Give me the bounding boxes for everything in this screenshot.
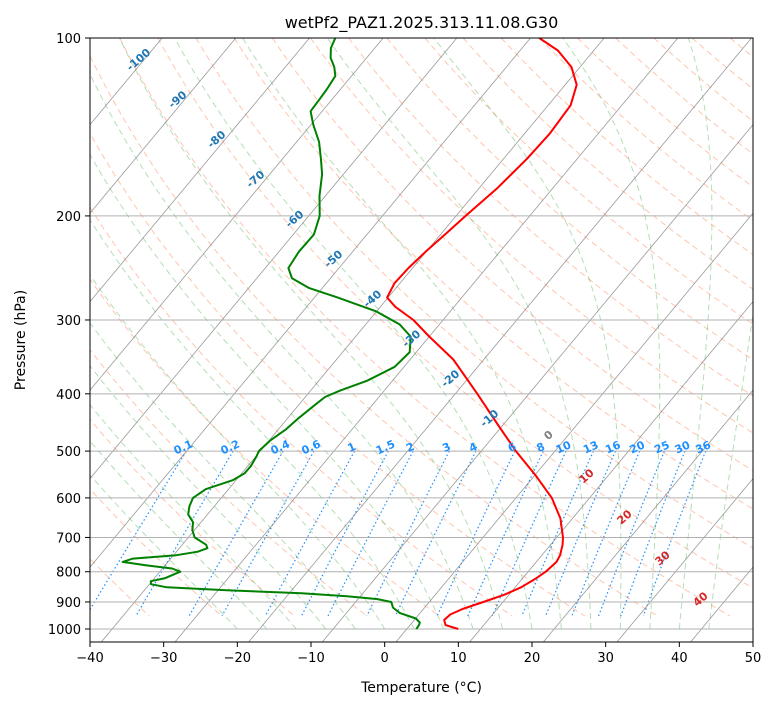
isotherm-line: [469, 301, 753, 642]
x-tick-label: −10: [297, 651, 324, 666]
mixing-ratio-line: [327, 450, 414, 617]
y-tick-label: 600: [56, 492, 81, 507]
isotherm-line: [616, 477, 753, 642]
dry-adiabat: [90, 132, 586, 617]
dry-adiabat: [309, 38, 753, 434]
mixing-ratio-line: [545, 450, 617, 617]
x-axis-label: Temperature (°C): [360, 680, 482, 696]
mixing-ratio-label: 30: [673, 438, 693, 456]
x-tick-label: 30: [597, 651, 614, 666]
mixing-ratio-label: 13: [581, 438, 600, 456]
dry-adiabat: [539, 38, 753, 222]
mixing-ratio-label: 10: [554, 438, 574, 456]
isotherm-line: [90, 38, 458, 480]
mixing-ratio-line: [366, 450, 450, 617]
dry-adiabat: [195, 38, 753, 549]
y-tick-label: 200: [56, 210, 81, 225]
moist-adiabat: [708, 311, 753, 630]
mixing-ratio-label: 36: [694, 438, 714, 456]
isotherm-line: [90, 38, 310, 303]
x-tick-label: 0: [381, 651, 389, 666]
dry-adiabat: [90, 278, 440, 617]
moist-adiabat: [562, 38, 661, 629]
dry-adiabat: [577, 38, 753, 188]
dry-adiabat: [271, 38, 753, 472]
x-tick-label: 50: [745, 651, 762, 666]
mixing-ratio-line: [264, 450, 356, 617]
x-tick-label: −40: [76, 651, 103, 666]
mixing-ratio-line: [221, 450, 315, 617]
mixing-ratio-line: [394, 450, 477, 617]
mixing-ratio-label: 20: [628, 438, 648, 456]
moist-adiabat: [90, 153, 445, 630]
moist-adiabat: [90, 404, 297, 630]
moist-adiabat: [90, 440, 268, 630]
mixing-ratio-line: [300, 450, 389, 617]
isotherm-line: [90, 38, 237, 214]
y-tick-label: 100: [56, 32, 81, 47]
mixing-ratio-line: [620, 450, 686, 617]
mixing-ratio-line: [642, 450, 707, 617]
chart-title: wetPf2_PAZ1.2025.313.11.08.G30: [285, 13, 559, 33]
isotherm-line: [248, 38, 752, 642]
moist-adiabat: [90, 365, 327, 630]
moist-adiabat: [90, 218, 415, 630]
dry-adiabat: [119, 38, 731, 617]
isotherm-line: [90, 38, 384, 391]
isotherm-line: [101, 38, 605, 642]
isotherm-line: [395, 212, 753, 642]
moist-adiabat: [118, 38, 503, 630]
isotherm-line: [174, 38, 679, 642]
dry-adiabat: [90, 418, 295, 617]
y-tick-label: 1000: [48, 623, 81, 638]
mixing-ratio-line: [135, 450, 234, 617]
dry-adiabat: [233, 38, 753, 510]
x-tick-label: 40: [671, 651, 688, 666]
y-tick-label: 800: [56, 566, 81, 581]
mixing-ratio-label: 25: [652, 438, 671, 456]
mixing-ratio-line: [598, 450, 665, 617]
moist-adiabat: [174, 38, 533, 630]
x-tick-label: −30: [150, 651, 177, 666]
y-axis-label: Pressure (hPa): [13, 290, 29, 390]
y-tick-label: 700: [56, 531, 81, 546]
plot-frame: [89, 37, 754, 643]
dewpoint-line: [121, 38, 421, 630]
dry-adiabat: [462, 38, 753, 290]
dry-adiabat: [348, 38, 753, 397]
moist-adiabat: [90, 274, 386, 630]
x-tick-label: 20: [524, 651, 541, 666]
mixing-ratio-label: 16: [603, 438, 623, 456]
dry-adiabat: [386, 38, 753, 361]
moist-adiabat: [90, 322, 356, 630]
moist-adiabat: [433, 38, 622, 629]
y-tick-label: 400: [56, 388, 81, 403]
y-tick-label: 900: [56, 596, 81, 611]
isotherm-line: [543, 389, 753, 642]
x-tick-label: −20: [224, 651, 251, 666]
y-tick-label: 300: [56, 314, 81, 329]
mixing-ratio-line: [90, 450, 187, 611]
temperature-line: [386, 38, 578, 630]
isotherm-line: [90, 38, 531, 568]
y-tick-label: 500: [56, 445, 81, 460]
moist-adiabat: [678, 38, 713, 630]
dry-adiabat: [424, 38, 753, 325]
dry-adiabat: [90, 54, 658, 617]
dry-adiabat: [157, 38, 753, 589]
x-tick-label: 10: [450, 651, 467, 666]
moist-adiabat: [90, 73, 474, 630]
isotherm-line: [322, 124, 753, 642]
mixing-ratio-line: [571, 450, 641, 617]
mixing-ratio-line: [436, 450, 516, 617]
